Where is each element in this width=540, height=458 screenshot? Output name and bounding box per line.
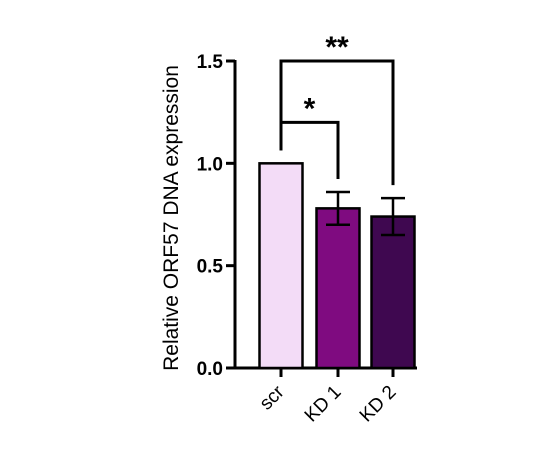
bars <box>258 162 416 370</box>
category-labels: scr KD 1 KD 2 <box>256 381 401 426</box>
y-tick-label: 1.0 <box>197 154 223 175</box>
bar-scr <box>258 162 304 370</box>
category-label: scr <box>256 381 289 414</box>
error-bars <box>326 190 405 237</box>
y-tick-label: 0.0 <box>197 359 223 380</box>
category-label: KD 2 <box>356 382 401 427</box>
significance-brackets: *** <box>279 31 395 186</box>
bar-kd-1 <box>315 207 361 370</box>
y-tick-label: 1.5 <box>197 52 224 73</box>
y-tick-label: 0.5 <box>197 257 224 278</box>
category-label: KD 1 <box>301 382 346 427</box>
y-axis-title: Relative ORF57 DNA expression <box>160 65 183 371</box>
significance-bracket <box>279 59 395 186</box>
significance-label: * <box>304 92 316 125</box>
bar-kd-2 <box>370 215 416 370</box>
significance-label: ** <box>325 31 349 64</box>
